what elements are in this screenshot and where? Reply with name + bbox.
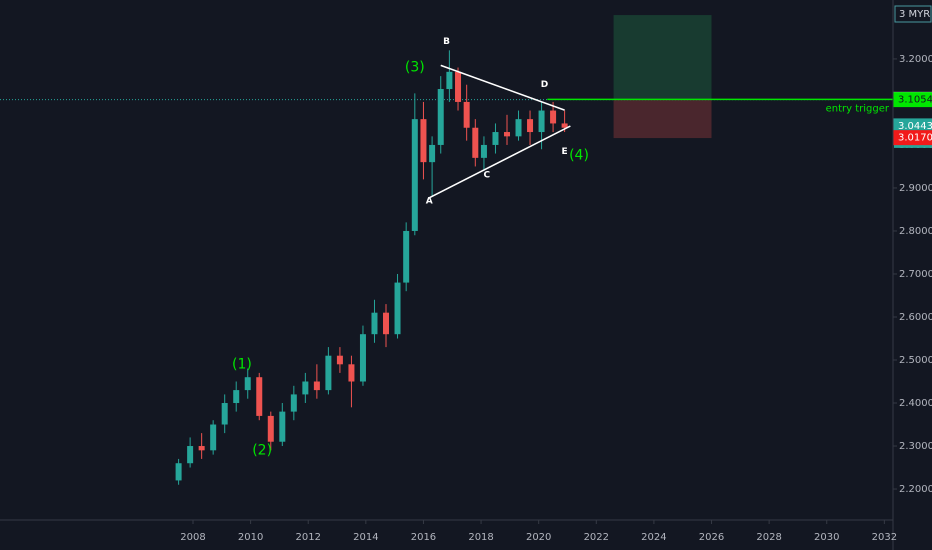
candle-body	[325, 355, 332, 391]
wave-label: (4)	[569, 148, 589, 164]
currency-label: 3 MYR	[899, 9, 930, 20]
y-tick-label: 3.2000	[899, 54, 932, 65]
candle-body	[336, 355, 343, 365]
candle-body	[221, 403, 228, 425]
price-badge-label: 3.0170	[898, 133, 932, 144]
candle-body	[527, 119, 534, 133]
wave-label: D	[541, 80, 548, 90]
stop-zone	[613, 99, 712, 139]
candle-body	[383, 312, 390, 335]
x-tick-label: 2026	[699, 532, 724, 543]
candle-body	[359, 334, 366, 382]
candle-body	[313, 381, 320, 391]
candle-body	[302, 381, 309, 395]
y-tick-label: 2.4000	[899, 398, 932, 409]
x-tick-label: 2010	[238, 532, 263, 543]
candle-body	[210, 424, 217, 451]
candle-body	[503, 132, 510, 137]
candle-body	[446, 71, 453, 90]
x-tick-label: 2028	[756, 532, 781, 543]
candle-body	[267, 415, 274, 442]
y-tick-label: 2.6000	[899, 312, 932, 323]
x-tick-label: 2024	[641, 532, 666, 543]
wave-label: (3)	[405, 60, 425, 76]
candle-body	[538, 110, 545, 133]
candle-body	[455, 71, 462, 102]
x-tick-label: 2014	[353, 532, 378, 543]
wave-label: E	[562, 147, 568, 157]
wave-label: C	[484, 171, 491, 181]
x-tick-label: 2012	[296, 532, 321, 543]
price-badge	[893, 92, 932, 108]
candle-body	[550, 110, 557, 124]
candle-body	[290, 394, 297, 412]
candle-body	[371, 312, 378, 335]
price-badge-label: 3.0443	[898, 121, 932, 132]
candle-body	[561, 123, 568, 128]
candle-body	[394, 282, 401, 335]
x-tick-label: 2016	[411, 532, 436, 543]
wave-label: (2)	[252, 442, 272, 458]
candle-body	[429, 144, 436, 163]
x-tick-label: 2022	[584, 532, 609, 543]
x-tick-label: 2018	[468, 532, 493, 543]
candle-body	[463, 101, 470, 128]
candle-body	[175, 463, 182, 481]
x-tick-label: 2030	[814, 532, 839, 543]
candle-body	[492, 132, 499, 145]
wave-label: (1)	[232, 356, 252, 372]
wave-label: B	[443, 37, 450, 47]
candle-body	[420, 119, 427, 163]
candle-body	[187, 446, 194, 464]
candle-body	[437, 89, 444, 145]
y-tick-label: 2.2000	[899, 484, 932, 495]
x-tick-label: 2008	[180, 532, 205, 543]
y-tick-label: 2.8000	[899, 226, 932, 237]
candle-body	[279, 411, 286, 442]
candle-body	[411, 119, 418, 231]
y-tick-label: 2.9000	[899, 183, 932, 194]
entry-label: entry trigger	[826, 103, 890, 114]
x-tick-label: 2020	[526, 532, 551, 543]
currency-badge	[894, 5, 932, 23]
candle-body	[198, 446, 205, 451]
x-tick-label: 2032	[872, 532, 897, 543]
candle-body	[472, 127, 479, 158]
price-badge	[893, 130, 932, 146]
y-tick-label: 2.5000	[899, 355, 932, 366]
price-badge-label: 3.1054	[898, 95, 932, 106]
candle-body	[515, 119, 522, 137]
candle-body	[403, 230, 410, 283]
candle-body	[348, 364, 355, 382]
wave-label: A	[426, 196, 433, 206]
candle-body	[256, 377, 263, 416]
candle-body	[244, 377, 251, 391]
y-tick-label: 2.7000	[899, 269, 932, 280]
trendline	[428, 125, 571, 199]
candle-body	[480, 144, 487, 158]
trendline	[440, 64, 565, 111]
y-tick-label: 2.3000	[899, 441, 932, 452]
candle-body	[233, 390, 240, 404]
target-zone	[613, 15, 712, 100]
